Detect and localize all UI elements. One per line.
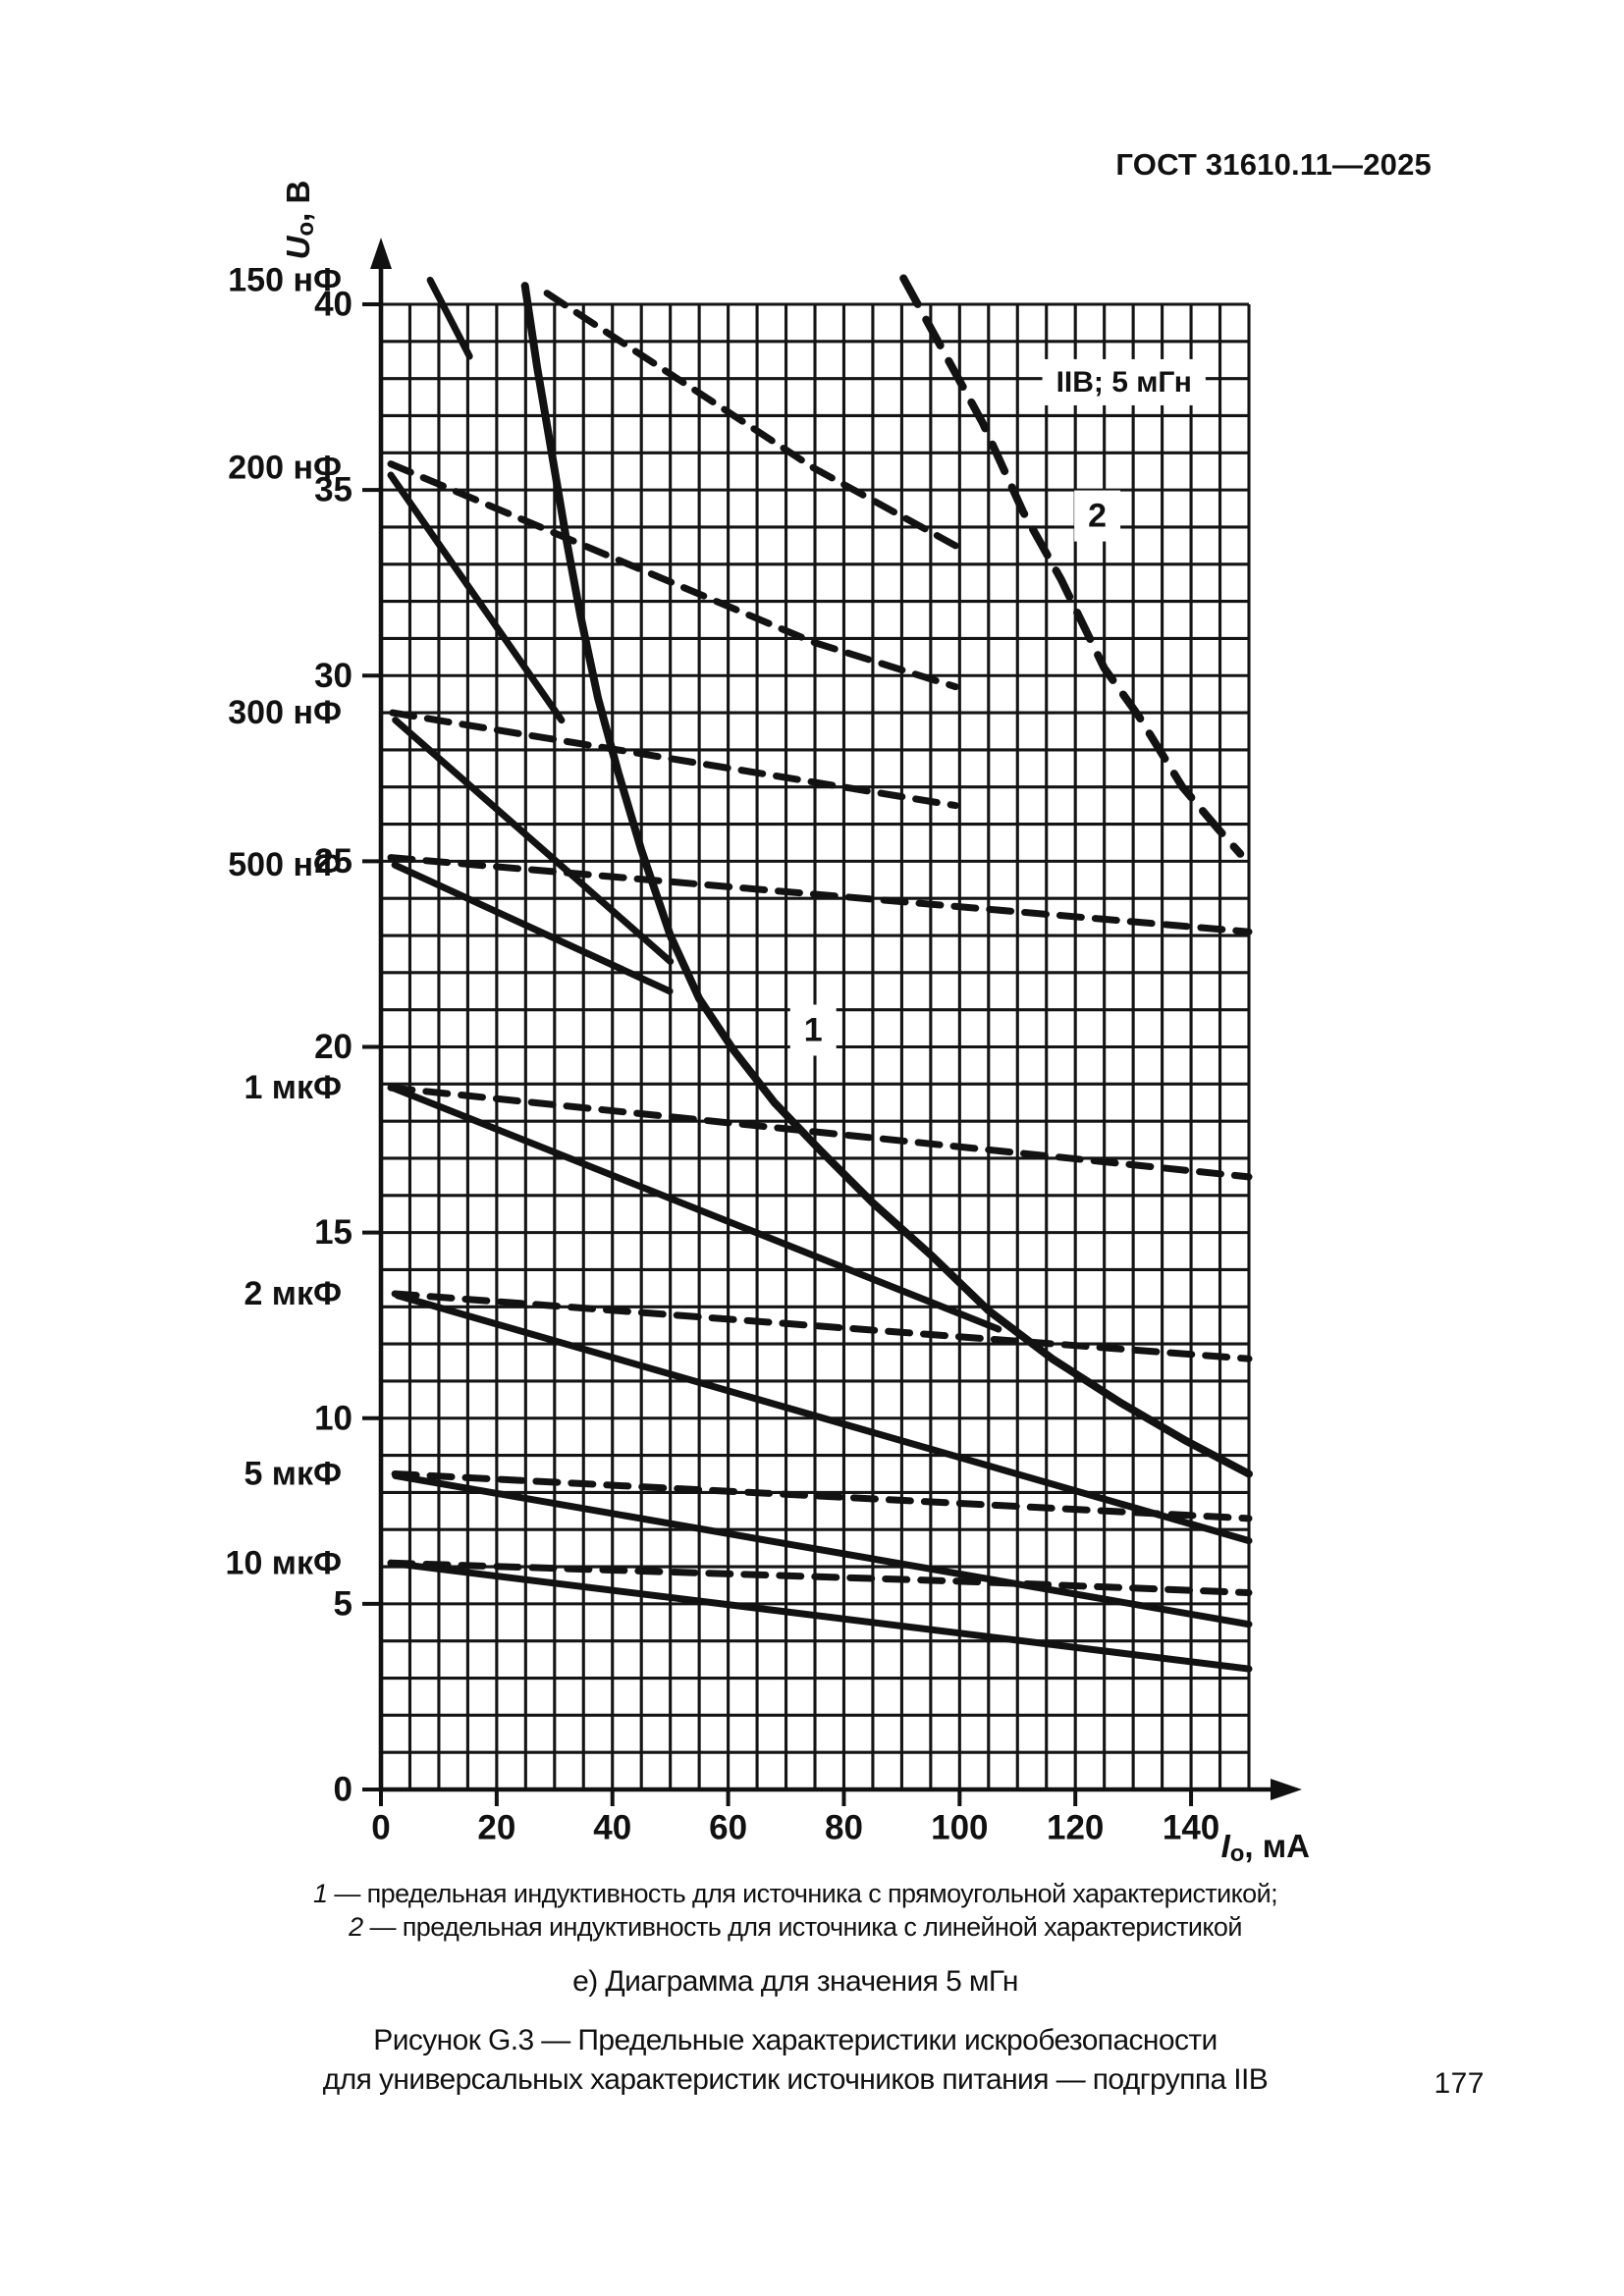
annotation-box bbox=[1074, 490, 1121, 542]
capacitance-label: 200 нФ bbox=[228, 449, 342, 486]
figure-captions: 1 — предельная индуктивность для источни… bbox=[79, 1877, 1512, 2097]
x-axis-arrow-icon bbox=[1271, 1779, 1302, 1800]
series-200nF-solid bbox=[387, 471, 566, 724]
series-10uF-solid bbox=[387, 1559, 1253, 1673]
series-5uF-solid bbox=[392, 1471, 1253, 1629]
series-10uF-dashed bbox=[387, 1559, 1253, 1596]
y-tick-label: 30 bbox=[314, 657, 352, 695]
series-2uF-dashed bbox=[391, 1290, 1253, 1362]
x-tick-label: 80 bbox=[825, 1809, 863, 1847]
series-500nF-solid bbox=[391, 861, 674, 995]
y-tick-label: 35 bbox=[314, 471, 352, 509]
y-tick-label: 20 bbox=[314, 1028, 352, 1066]
x-tick-label: 0 bbox=[371, 1809, 390, 1847]
figure-caption-line2: для универсальных характеристик источник… bbox=[322, 2063, 1269, 2096]
legend-item-number: 1 bbox=[313, 1879, 328, 1908]
x-tick-label: 100 bbox=[931, 1809, 988, 1847]
series-limit-2-linear bbox=[899, 274, 1245, 858]
x-tick-label: 120 bbox=[1047, 1809, 1104, 1847]
y-axis-arrow-icon bbox=[370, 238, 392, 269]
y-tick-label: 15 bbox=[314, 1213, 352, 1252]
annotation-box bbox=[789, 1004, 837, 1056]
annotation-box bbox=[1042, 358, 1206, 405]
capacitance-label: 300 нФ bbox=[228, 694, 342, 731]
legend-line-2: 2 — предельная индуктивность для источни… bbox=[79, 1910, 1512, 1944]
series-5uF-dashed bbox=[391, 1470, 1253, 1522]
series-300nF-solid bbox=[392, 717, 675, 965]
legend-item-text: — предельная индуктивность для источника… bbox=[334, 1879, 1277, 1908]
legend-line-1: 1 — предельная индуктивность для источни… bbox=[79, 1877, 1512, 1910]
series-1uF-solid bbox=[389, 1084, 1002, 1333]
x-tick-label: 140 bbox=[1163, 1809, 1219, 1847]
legend-item-number: 2 bbox=[349, 1912, 363, 1942]
document-header: ГОСТ 31610.11—2025 bbox=[1115, 147, 1432, 182]
y-tick-label: 10 bbox=[314, 1399, 352, 1437]
axes-group: 0 5 10 15 20 25 30 35 40 0 20 40 60 80 100 120 140 Uо, В I… bbox=[280, 181, 1311, 1867]
y-axis-title: Uо, В bbox=[280, 181, 319, 260]
side-labels-group: 150 нФ 200 нФ 300 нФ 500 нФ 1 мкФ 2 мкФ 5 мкФ 1… bbox=[226, 261, 342, 1581]
series-150nF-solid bbox=[426, 276, 473, 360]
series-1uF-dashed bbox=[387, 1084, 1253, 1181]
capacitance-label: 2 мкФ bbox=[244, 1275, 342, 1312]
x-tick-label: 40 bbox=[593, 1809, 631, 1847]
series-2uF-solid bbox=[394, 1292, 1253, 1545]
annotations-group: IIB; 5 мГн 2 1 bbox=[789, 358, 1206, 1056]
series-300nF-dashed bbox=[389, 709, 959, 810]
series-group bbox=[387, 274, 1253, 1673]
diagram-subtitle: е) Диаграмма для значения 5 мГн bbox=[572, 1965, 1018, 1998]
series-200nF-dashed bbox=[387, 460, 959, 691]
grid-group bbox=[379, 302, 1251, 1791]
annotation-curve-2-label: 2 bbox=[1088, 498, 1107, 535]
y-tick-label: 25 bbox=[314, 842, 352, 881]
legend-item-text: — предельная индуктивность для источника… bbox=[369, 1912, 1242, 1942]
x-axis-title: Iо, мА bbox=[1221, 1828, 1310, 1867]
y-tick-label: 40 bbox=[314, 286, 352, 324]
series-150nF-dashed bbox=[543, 290, 959, 550]
series-500nF-dashed bbox=[387, 854, 1253, 935]
capacitance-label: 500 нФ bbox=[228, 846, 342, 883]
capacitance-label: 150 нФ bbox=[228, 261, 342, 298]
capacitance-label: 10 мкФ bbox=[226, 1544, 342, 1581]
series-limit-1-rectangular bbox=[520, 282, 1253, 1478]
capacitance-label: 1 мкФ bbox=[244, 1069, 342, 1106]
y-tick-label: 0 bbox=[334, 1771, 352, 1809]
x-tick-label: 20 bbox=[477, 1809, 515, 1847]
page-number: 177 bbox=[1434, 2067, 1485, 2100]
x-tick-label: 60 bbox=[709, 1809, 747, 1847]
figure-caption-line1: Рисунок G.3 — Предельные характеристики … bbox=[373, 2024, 1218, 2056]
annotation-subgroup-label: IIB; 5 мГн bbox=[1056, 366, 1192, 399]
capacitance-label: 5 мкФ bbox=[244, 1455, 342, 1492]
annotation-curve-1-label: 1 bbox=[804, 1011, 823, 1048]
y-tick-label: 5 bbox=[334, 1584, 352, 1623]
